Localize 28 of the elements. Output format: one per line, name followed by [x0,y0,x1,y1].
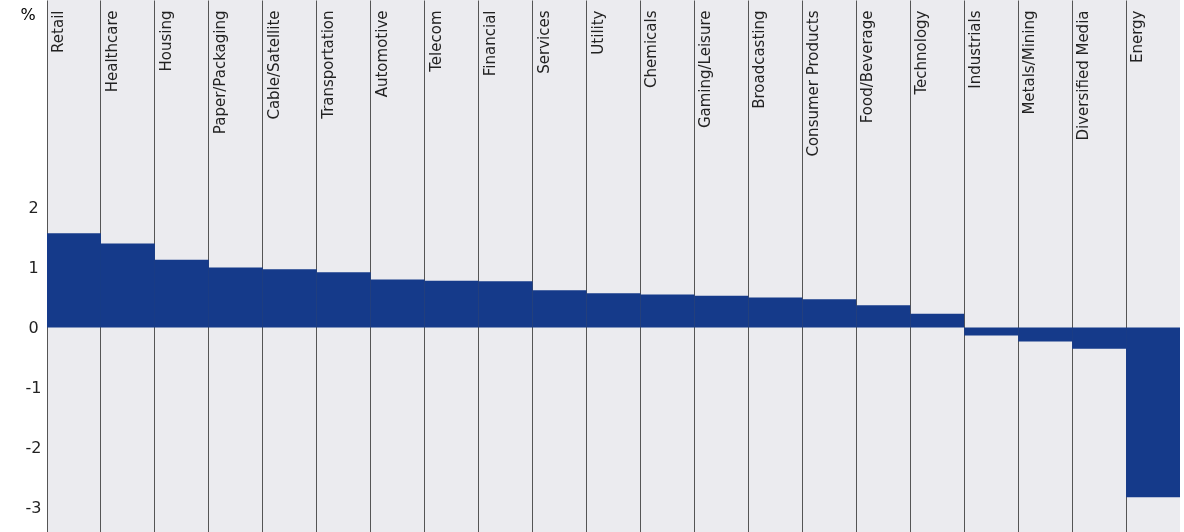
y-tick-label: -2 [25,438,42,458]
y-tick-label: 1 [28,258,39,277]
x-tick-label: Paper/Packaging [210,10,229,135]
x-tick-label: Gaming/Leisure [696,10,715,129]
x-tick-label: Housing [156,10,175,72]
x-tick-label: Metals/Mining [1020,10,1039,115]
x-tick-label: Cable/Satellite [264,10,283,120]
x-tick-label: Energy [1128,10,1147,64]
y-tick-label: 2 [28,197,39,217]
x-tick-label: Utility [588,10,607,55]
x-tick-label: Consumer Products [804,10,823,157]
x-tick-label: Transportation [318,10,337,120]
y-tick-label: -3 [25,498,42,518]
x-tick-label: Chemicals [642,10,661,88]
x-tick-label: Automotive [372,10,391,98]
y-axis-title: % [20,4,36,24]
y-tick-label: -1 [25,378,42,398]
x-tick-label: Services [534,10,553,74]
x-tick-label: Diversified Media [1074,10,1093,141]
x-tick-label: Healthcare [102,10,121,93]
x-tick-label: Broadcasting [750,10,769,109]
y-tick-label: 0 [28,318,39,338]
x-tick-label: Financial [480,10,499,77]
x-tick-label: Retail [48,10,67,53]
x-tick-label: Food/Beverage [858,10,877,124]
x-tick-label: Technology [912,10,931,96]
x-tick-label: Telecom [426,10,445,73]
x-tick-label: Industrials [966,10,985,89]
